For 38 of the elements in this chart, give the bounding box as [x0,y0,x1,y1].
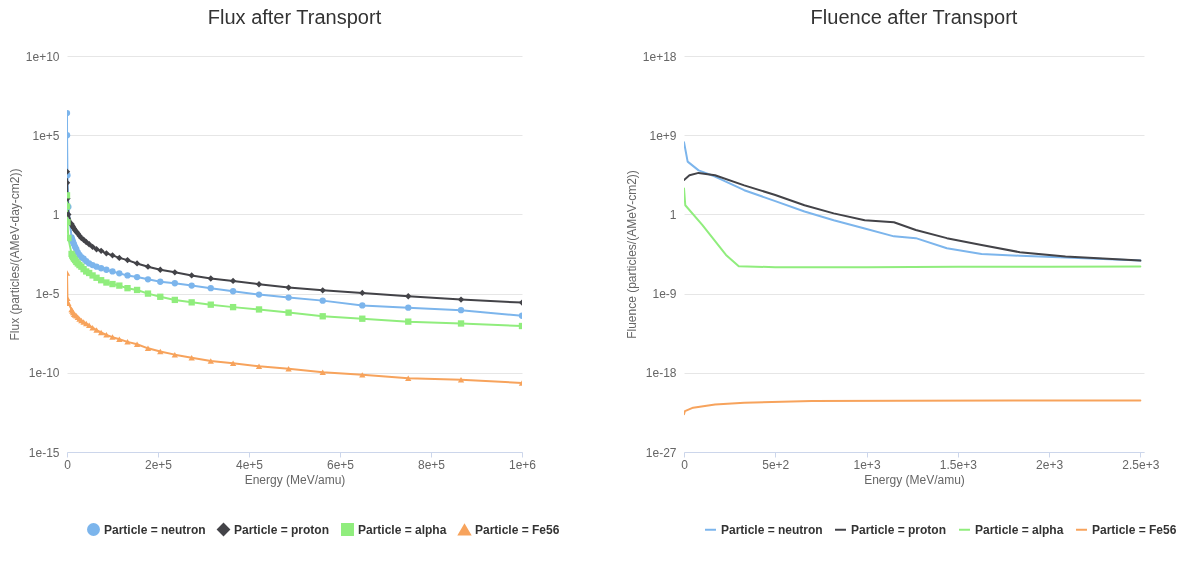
y-tick-label: 1e+10 [25,49,60,64]
chart-title: Fluence after Transport [810,6,1018,28]
legend-label: Particle = alpha [358,522,447,537]
x-tick-label: 5e+2 [762,457,790,472]
y-tick-label: 1 [52,207,60,222]
chart-title: Flux after Transport [207,6,382,28]
legend-label: Particle = neutron [721,522,823,537]
y-axis-title: Fluence (particles/(AMeV-cm2)) [624,170,639,339]
x-axis-title: Energy (MeV/amu) [244,472,346,487]
y-tick-label: 1e+9 [649,128,677,143]
x-tick-label: 2e+5 [144,457,173,472]
x-axis-title: Energy (MeV/amu) [864,472,965,487]
x-tick-label: 8e+5 [417,457,446,472]
y-tick-label: 1e-18 [645,366,677,381]
x-tick-label: 1.5e+3 [939,457,978,472]
legend-label: Particle = alpha [975,522,1064,537]
y-tick-label: 1e-27 [645,445,677,460]
x-tick-label: 6e+5 [326,457,355,472]
y-tick-label: 1e-9 [652,287,677,302]
legend-label: Particle = proton [851,522,947,537]
x-tick-label: 1e+3 [853,457,881,472]
y-tick-label: 1e-15 [28,445,60,460]
x-tick-label: 4e+5 [235,457,264,472]
legend-label: Particle = Fe56 [475,522,560,537]
y-tick-label: 1e+5 [32,128,60,143]
legend-label: Particle = proton [234,522,330,537]
x-tick-label: 2e+3 [1036,457,1064,472]
y-tick-label: 1e-5 [35,287,60,302]
y-axis-title: Flux (particles/(AMeV-day-cm2)) [7,168,22,341]
x-tick-label: 1e+6 [508,457,537,472]
legend-label: Particle = neutron [104,522,206,537]
legend-label: Particle = Fe56 [1092,522,1177,537]
y-tick-label: 1 [669,207,677,222]
y-tick-label: 1e+18 [642,49,677,64]
x-tick-label: 2.5e+3 [1122,457,1160,472]
x-tick-label: 0 [681,457,689,472]
y-tick-label: 1e-10 [28,366,60,381]
x-tick-label: 0 [64,457,72,472]
